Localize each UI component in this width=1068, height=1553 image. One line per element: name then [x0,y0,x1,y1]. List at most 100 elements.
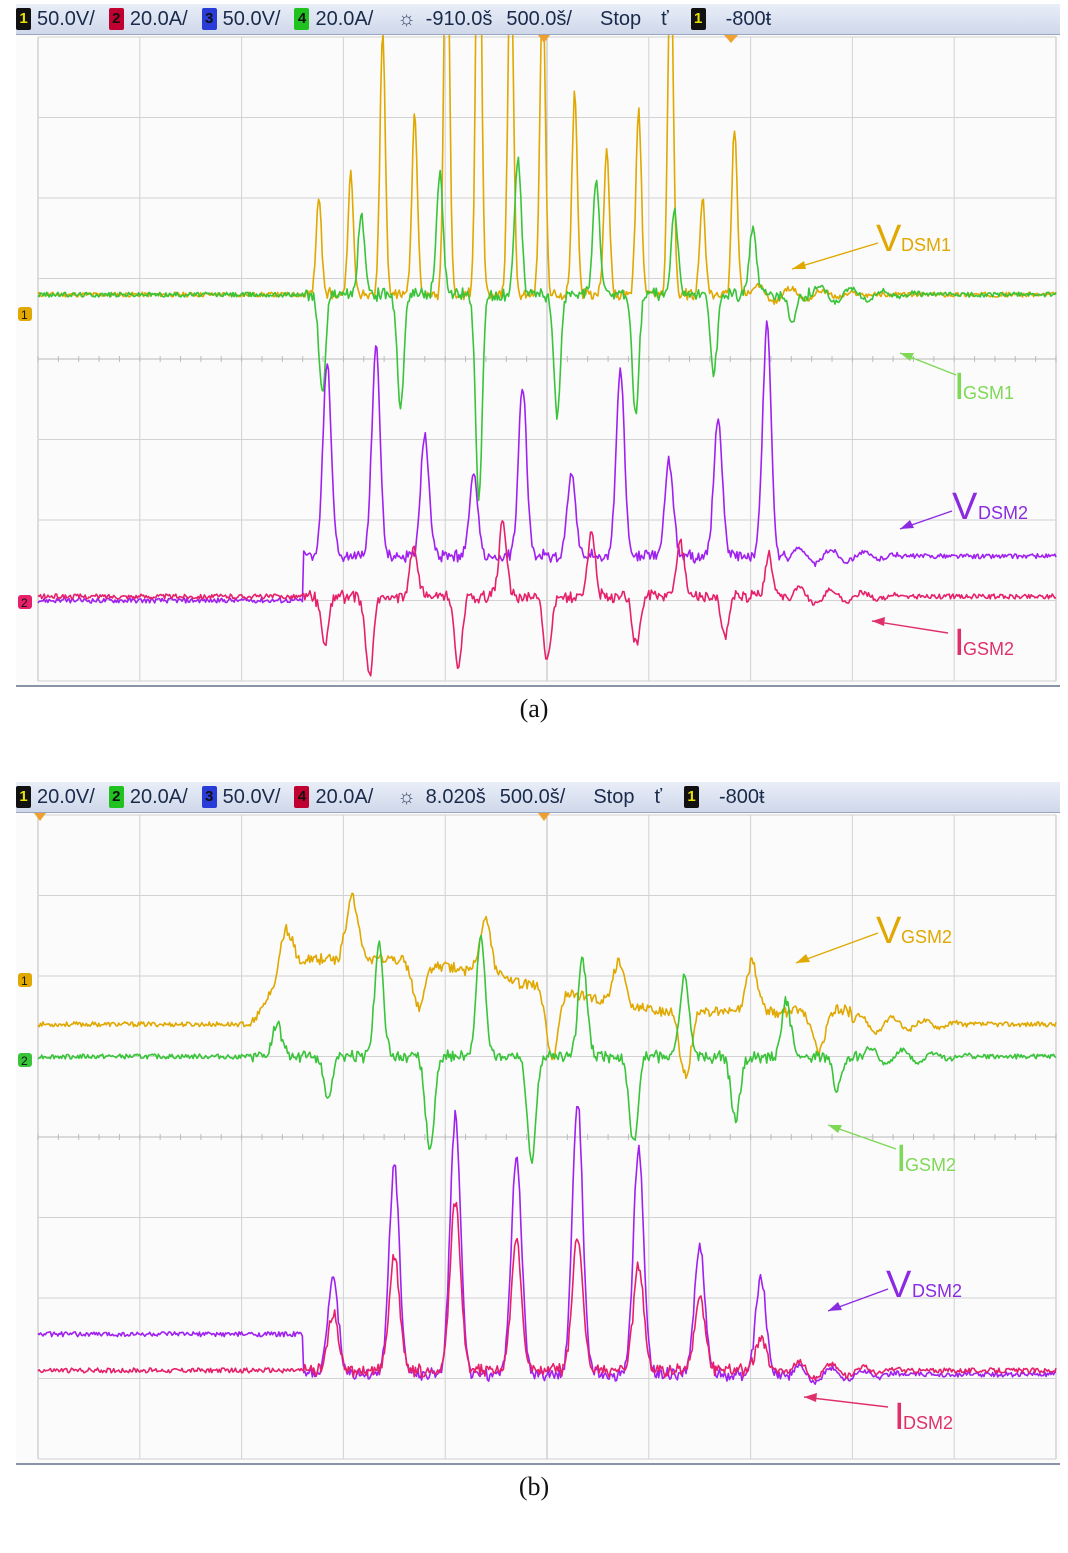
ch4-scale: 20.0A/ [315,785,374,808]
trigger-channel[interactable]: 1 [683,786,705,808]
ground-marker-ch1 [18,307,32,321]
label-arrowhead [828,1302,842,1311]
grid [37,814,1057,1460]
ch1-indicator[interactable]: 1 20.0V/ [16,786,95,809]
trace-labels: V GSM2 I GSM2 V DSM2 I DSM2 [795,910,962,1438]
timebase-readout[interactable]: 500.0š/ [500,786,566,809]
ch2-scale: 20.0A/ [129,7,188,30]
trace-label-sub: DSM2 [912,1281,962,1301]
label-arrowhead [792,261,806,269]
ch4-scale: 20.0A/ [315,7,374,30]
trace-label-main: I [894,1396,905,1438]
trace-label-sub: GSM2 [905,1155,956,1175]
trace-vgsm2 [37,892,1057,1080]
trigger-level-value: -800ŧ [718,785,765,808]
panel-caption: (b) [518,1472,550,1501]
trigger-slope-icon: ť [654,785,662,808]
ch2-indicator[interactable]: 2 20.0A/ [108,785,188,809]
scope-panel-b: 1 20.0V/ 2 20.0A/ 3 50.0V/ 4 20.0A/ ☼ 8.020š… [16,782,1060,1501]
ground-marker-label: 1 [21,974,28,988]
trace-label-main: I [954,622,965,664]
run-status-text: Stop [593,785,635,808]
trigger-position-marker [538,35,550,43]
trigger-level[interactable]: -800ŧ [719,786,765,809]
waveform-plot: V GSM2 I GSM2 V DSM2 I DSM2 1 2 [18,813,1057,1460]
delay-icon: ☼ [397,7,416,30]
label-arrowhead [796,954,810,963]
timebase-value: 500.0š/ [506,7,572,30]
grid [37,36,1057,682]
label-arrow [871,620,949,634]
ground-marker-ch2 [18,1053,32,1067]
trigger-level[interactable]: -800ŧ [726,8,772,31]
trigger-channel-badge: 1 [690,8,706,30]
ch4-badge: 4 [294,8,310,30]
trace-label-sub: DSM2 [903,1413,953,1433]
ground-marker-label: 2 [21,1054,28,1068]
ground-marker-label: 1 [21,308,28,322]
waveform-plot: V DSM1 I GSM1 V DSM2 I GSM2 1 2 [18,0,1057,682]
ch4-indicator[interactable]: 4 20.0A/ [294,8,373,31]
trigger-channel-badge: 1 [683,786,699,808]
label-arrowhead [804,1393,817,1402]
trace-vdsm2 [37,320,1057,604]
run-status[interactable]: Stop [600,8,641,31]
traces [37,0,1057,677]
trace-label-sub: GSM1 [963,383,1014,403]
trace-vdsm2 [37,1106,1057,1385]
ch1-scale: 20.0V/ [37,785,95,808]
ground-marker-label: 2 [21,596,28,610]
trigger-slope[interactable]: ť [661,8,669,31]
trace-label-main: V [876,910,902,952]
panel-caption: (a) [519,694,549,723]
traces [37,892,1057,1385]
ch2-badge: 2 [108,8,124,30]
label-arrow [791,242,879,270]
label-arrow [803,1396,889,1408]
ch2-scale: 20.0A/ [129,785,188,808]
ch3-indicator[interactable]: 3 50.0V/ [201,785,281,809]
trace-label-sub: DSM1 [901,235,951,255]
ch3-scale: 50.0V/ [222,7,281,30]
delay-icon: ☼ [397,785,416,808]
ch1-indicator[interactable]: 1 50.0V/ [16,8,95,31]
run-status-text: Stop [599,7,642,30]
trace-label-main: I [896,1138,907,1180]
scope-screen: V GSM2 I GSM2 V DSM2 I DSM2 1 2 [16,813,1060,1465]
ch3-scale: 50.0V/ [222,785,281,808]
ch1-badge: 1 [16,786,31,808]
label-arrowhead [900,520,914,529]
label-arrow [795,932,879,964]
trace-idsm2 [37,1201,1057,1381]
trigger-slope-icon: ť [661,7,669,30]
scope-header: 1 50.0V/ 2 20.0A/ 3 50.0V/ 4 20.0A/ ☼ -910.0… [16,4,1060,35]
timebase-value: 500.0š/ [499,785,566,808]
trace-label-main: I [954,366,965,408]
trigger-reference-marker [724,35,738,43]
trace-labels: V DSM1 I GSM1 V DSM2 I GSM2 [791,218,1028,664]
ch2-indicator[interactable]: 2 20.0A/ [108,7,188,31]
ch2-badge: 2 [108,786,124,808]
ch3-indicator[interactable]: 3 50.0V/ [201,7,281,31]
ground-marker-ch2 [18,595,32,609]
trace-label-main: V [952,486,978,528]
ground-markers: 1 2 [18,35,738,610]
label-arrowhead [828,1125,842,1133]
trace-label-main: V [886,1264,912,1306]
timebase-readout[interactable]: 500.0š/ [506,8,572,31]
ch1-badge: 1 [16,8,31,30]
run-status[interactable]: Stop [593,786,634,809]
trigger-channel[interactable]: 1 [690,8,712,30]
label-arrowhead [900,353,914,361]
ch4-indicator[interactable]: 4 20.0A/ [294,786,373,809]
trigger-slope[interactable]: ť [654,786,662,809]
trace-igsm2 [37,934,1057,1164]
trace-label-main: V [876,218,902,260]
trace-label-sub: GSM2 [963,639,1014,659]
ground-markers: 1 2 [18,813,550,1068]
delay-readout[interactable]: 8.020š [426,786,486,809]
trigger-position-marker [538,813,550,821]
delay-readout[interactable]: -910.0š [426,8,493,31]
scope-header: 1 20.0V/ 2 20.0A/ 3 50.0V/ 4 20.0A/ ☼ 8.020š… [16,782,1060,813]
ground-marker-ch1 [18,973,32,987]
